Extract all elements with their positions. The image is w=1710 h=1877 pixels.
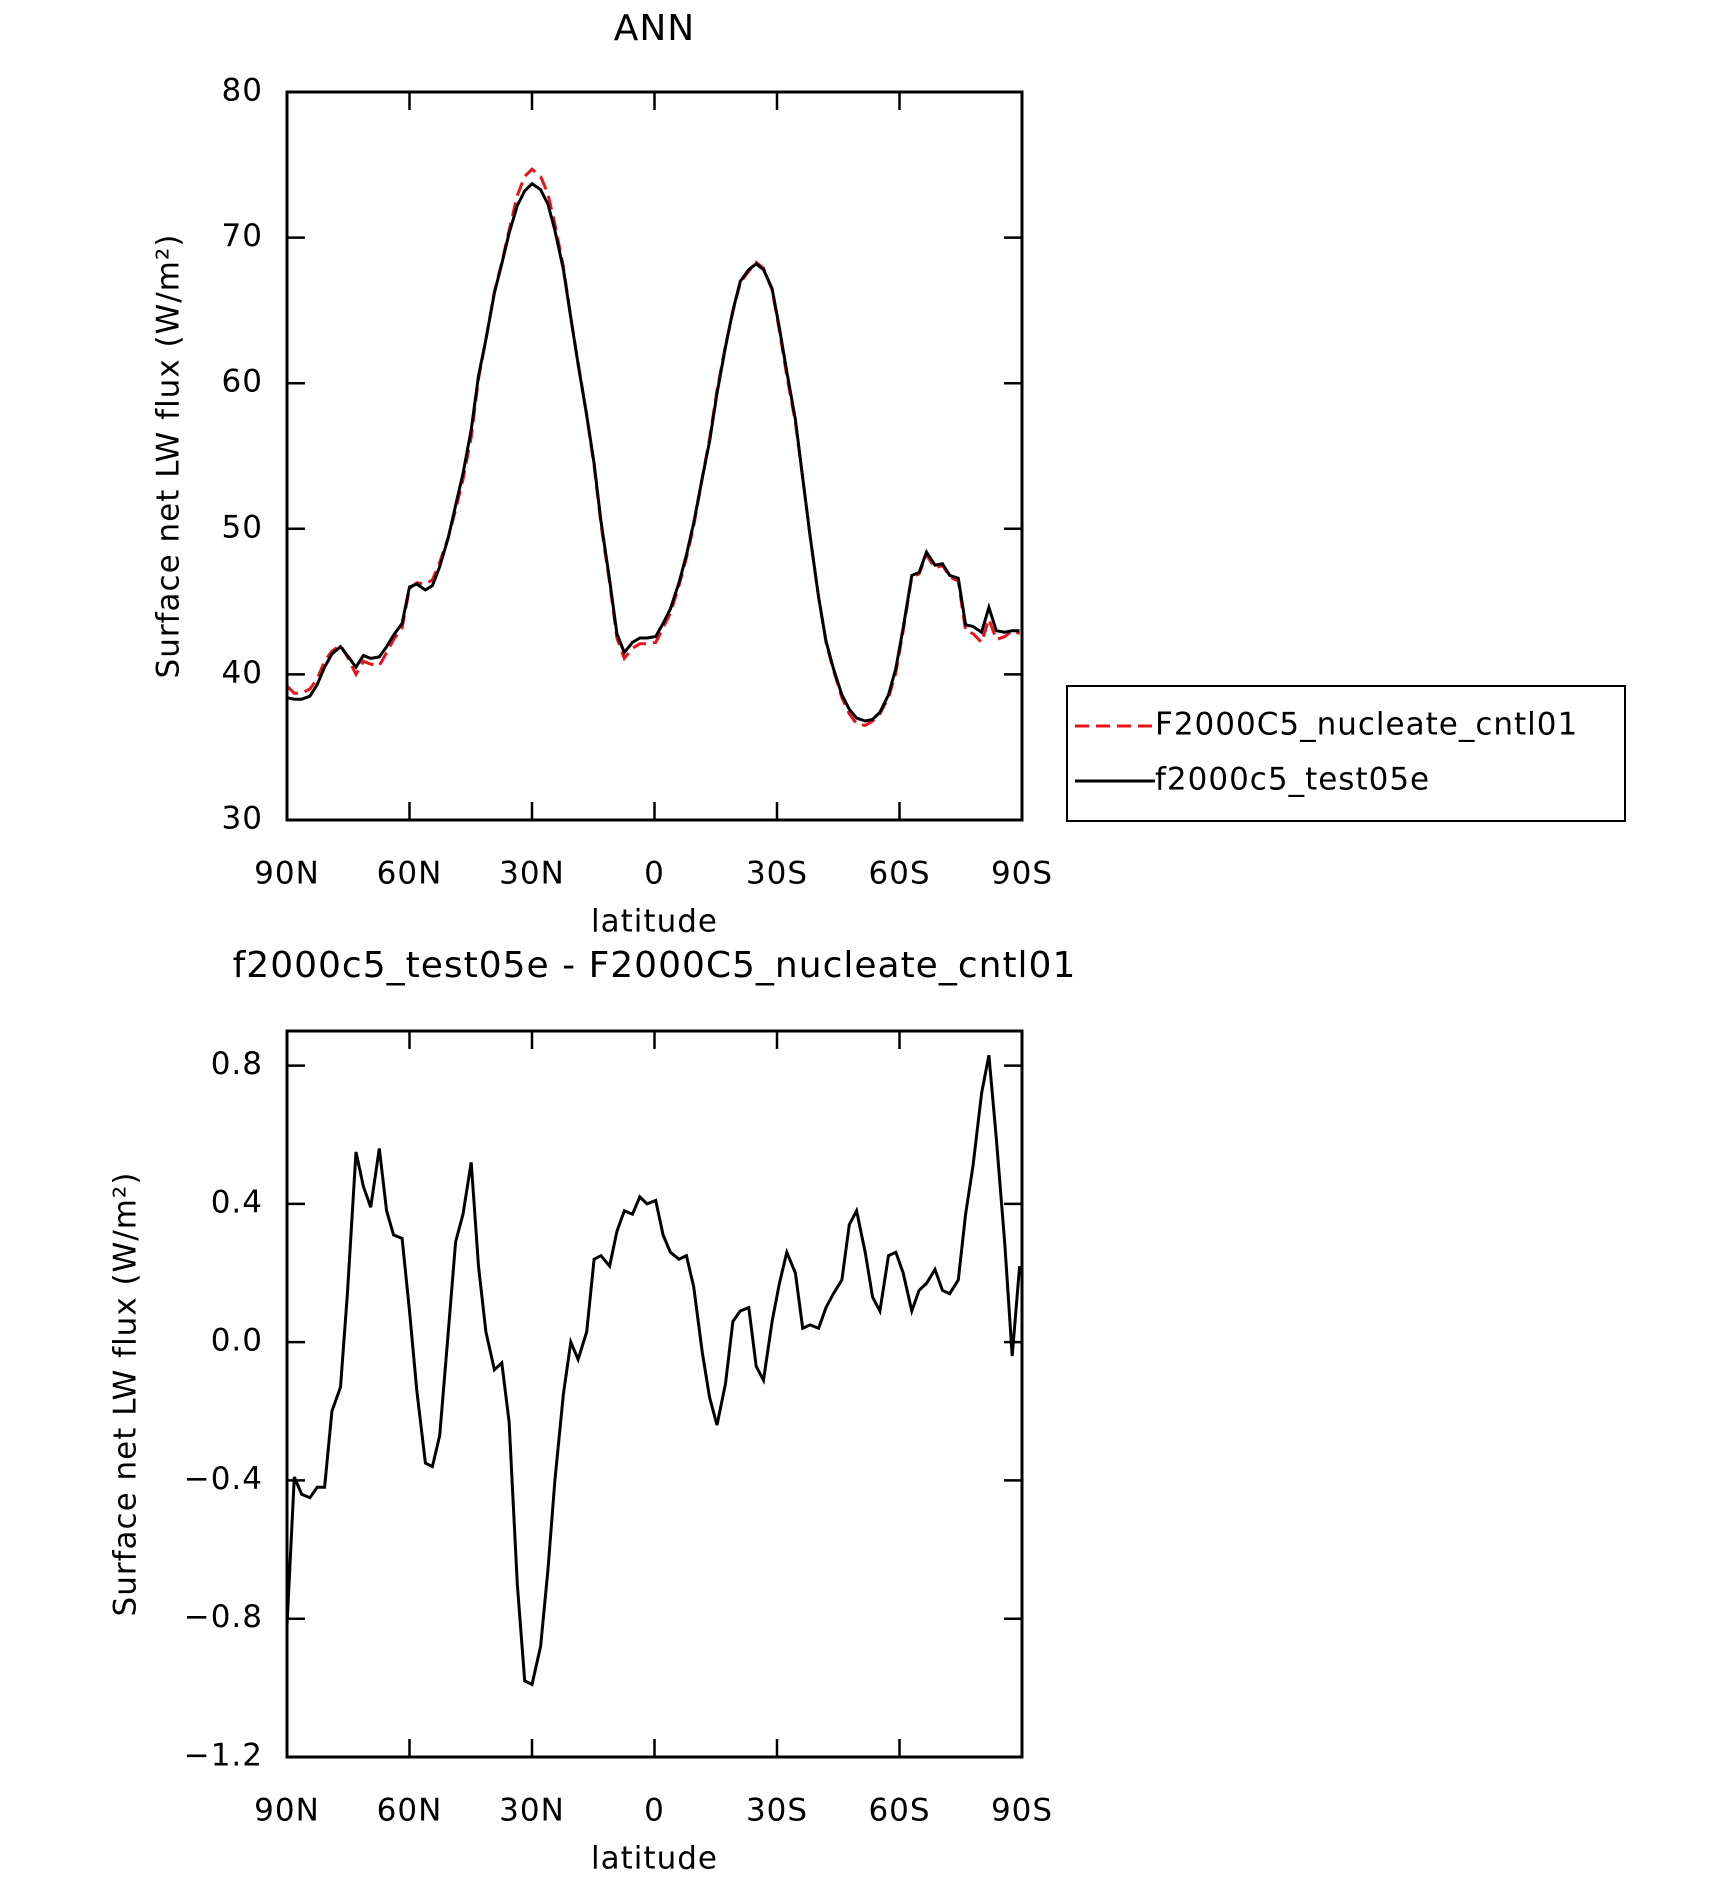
y-tick-label: 80 xyxy=(222,73,263,109)
y-tick-label: −0.8 xyxy=(184,1599,263,1635)
x-tick-label: 0 xyxy=(644,856,665,892)
y-tick-label: −1.2 xyxy=(184,1738,263,1774)
x-tick-label: 60N xyxy=(377,1793,443,1829)
y-axis-label: Surface net LW flux (W/m²) xyxy=(151,234,187,679)
y-tick-label: 40 xyxy=(222,655,263,691)
y-tick-label: 30 xyxy=(222,801,263,837)
legend-label: f2000c5_test05e xyxy=(1155,762,1430,798)
x-axis-label: latitude xyxy=(591,1841,718,1877)
y-tick-label: 0.8 xyxy=(211,1046,263,1082)
x-tick-label: 90N xyxy=(254,856,320,892)
x-tick-label: 90N xyxy=(254,1793,320,1829)
plot-frame xyxy=(285,90,1024,822)
x-tick-label: 90S xyxy=(991,1793,1053,1829)
x-axis-label: latitude xyxy=(591,904,718,940)
x-tick-label: 90S xyxy=(991,856,1053,892)
y-tick-label: 0.0 xyxy=(211,1323,263,1359)
y-axis-label: Surface net LW flux (W/m²) xyxy=(108,1172,144,1617)
y-tick-label: 70 xyxy=(222,218,263,254)
chart-title: ANN xyxy=(614,8,696,49)
x-tick-label: 60N xyxy=(377,856,443,892)
x-tick-label: 60S xyxy=(868,1793,930,1829)
legend-box xyxy=(1066,685,1626,822)
x-tick-label: 60S xyxy=(868,856,930,892)
y-tick-label: 60 xyxy=(222,364,263,400)
data-line xyxy=(287,181,1020,723)
legend-label: F2000C5_nucleate_cntl01 xyxy=(1155,707,1578,743)
y-tick-label: 0.4 xyxy=(211,1184,263,1220)
y-tick-label: −0.4 xyxy=(184,1461,263,1497)
plot-frame xyxy=(285,1029,1024,1759)
data-line xyxy=(287,1054,1022,1687)
x-tick-label: 30N xyxy=(499,1793,565,1829)
chart-title: f2000c5_test05e - F2000C5_nucleate_cntl0… xyxy=(233,945,1077,986)
x-tick-label: 30S xyxy=(746,856,808,892)
x-tick-label: 30S xyxy=(746,1793,808,1829)
x-tick-label: 30N xyxy=(499,856,565,892)
x-tick-label: 0 xyxy=(644,1793,665,1829)
data-line xyxy=(287,167,1021,727)
y-tick-label: 50 xyxy=(222,509,263,545)
